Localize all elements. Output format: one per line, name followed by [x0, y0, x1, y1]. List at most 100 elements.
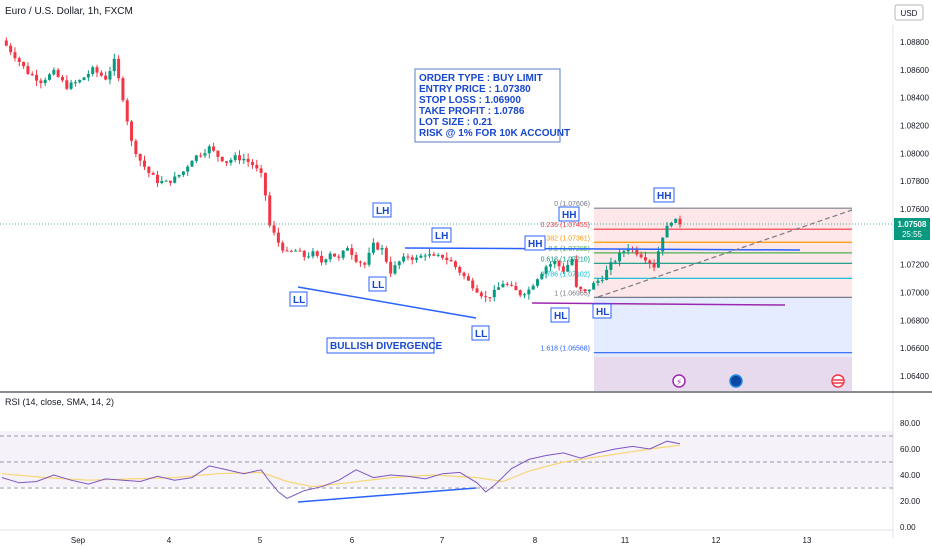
- price-tick-label: 1.07200: [900, 261, 929, 270]
- fib-level-label: 0.618 (1.07210): [541, 256, 590, 263]
- candle-body: [276, 232, 280, 243]
- candle-body: [17, 58, 21, 62]
- candle-body: [535, 279, 539, 286]
- price-tick-label: 1.08200: [900, 121, 929, 130]
- candle-body: [289, 250, 293, 252]
- candle-body: [73, 82, 77, 84]
- candle-body: [643, 257, 647, 261]
- candle-body: [397, 261, 401, 266]
- candle-body: [30, 74, 34, 76]
- order-box-text: ORDER TYPE : BUY LIMIT ENTRY PRICE : 1.0…: [419, 73, 570, 139]
- lightning-event-icon[interactable]: [672, 374, 686, 388]
- candle-body: [311, 251, 315, 257]
- candle-body: [307, 256, 311, 258]
- candle-body: [501, 283, 505, 288]
- candle-body: [147, 166, 151, 173]
- candle-body: [415, 257, 419, 260]
- candle-body: [548, 264, 552, 267]
- candle-body: [138, 153, 142, 161]
- candle-body: [445, 257, 449, 260]
- candle-body: [544, 266, 548, 274]
- price-tick-label: 1.07600: [900, 205, 929, 214]
- candle-body: [449, 259, 453, 262]
- candle-body: [294, 250, 298, 252]
- candle-body: [168, 180, 172, 183]
- rsi-band-fill: [0, 431, 893, 487]
- candle-body: [531, 285, 535, 290]
- event-marker-icon[interactable]: [729, 374, 743, 388]
- rsi-tick-label: 60.00: [900, 445, 921, 454]
- time-tick-label: 6: [350, 536, 355, 545]
- candle-body: [121, 78, 125, 101]
- candle-body: [315, 251, 319, 256]
- candle-body: [95, 67, 99, 73]
- candle-body: [112, 58, 116, 72]
- us-flag-event-icon[interactable]: [831, 374, 845, 388]
- candle-body: [151, 172, 155, 175]
- candle-body: [440, 254, 444, 258]
- candle-body: [393, 265, 397, 274]
- candle-body: [453, 261, 457, 267]
- order-line-stop: STOP LOSS : 1.06900: [419, 95, 521, 106]
- rsi-tick-label: 20.00: [900, 497, 921, 506]
- time-tick-label: 4: [167, 536, 172, 545]
- candle-body: [324, 259, 328, 263]
- candle-body: [592, 282, 596, 290]
- structure-labels: LL LL LH LH LL HH HH HL HL HH: [289, 187, 675, 341]
- current-price-value: 1.07508: [898, 220, 927, 229]
- candle-body: [596, 280, 600, 283]
- candle-body: [389, 261, 393, 274]
- candle-body: [527, 289, 531, 295]
- candle-body: [639, 254, 643, 258]
- candle-body: [566, 264, 570, 272]
- fib-level-label: 1.618 (1.06568): [541, 346, 590, 353]
- chart-title: Euro / U.S. Dollar, 1h, FXCM: [5, 6, 133, 17]
- candle-body: [186, 166, 190, 172]
- candle-body: [35, 75, 39, 81]
- candle-body: [579, 286, 583, 290]
- candle-body: [471, 280, 475, 289]
- lightning-glyph-icon: ⚡: [676, 378, 682, 388]
- candle-body: [428, 254, 432, 256]
- order-line-entry: ENTRY PRICE : 1.07380: [419, 84, 531, 95]
- candle-body: [302, 250, 306, 257]
- candle-body: [82, 77, 86, 81]
- currency-label: USD: [901, 9, 918, 18]
- candle-body: [246, 158, 250, 162]
- candle-body: [272, 225, 276, 233]
- rsi-bands: [0, 435, 893, 489]
- candle-body: [674, 218, 678, 223]
- candle-body: [367, 252, 371, 265]
- candle-body: [505, 283, 509, 285]
- candle-body: [108, 71, 112, 80]
- fib-level-label: 0.382 (1.07361): [541, 235, 590, 242]
- label-lh-1: LH: [376, 206, 389, 217]
- order-line-tp: TAKE PROFIT : 1.0786: [419, 106, 525, 117]
- time-tick-label: 7: [440, 536, 445, 545]
- candle-body: [618, 252, 622, 262]
- candle-body: [143, 160, 147, 167]
- rsi-ma-line: [1, 444, 681, 488]
- candle-body: [39, 80, 43, 84]
- candle-body: [69, 82, 73, 89]
- candle-body: [656, 251, 660, 268]
- candle-body: [320, 255, 324, 263]
- label-hh-3: HH: [657, 191, 671, 202]
- candle-body: [281, 242, 285, 251]
- candle-body: [328, 253, 332, 260]
- candle-body: [341, 250, 345, 258]
- candle-body: [220, 156, 224, 162]
- candle-body: [600, 279, 604, 281]
- currency-badge[interactable]: [894, 4, 924, 21]
- time-tick-label: 8: [533, 536, 538, 545]
- candle-body: [553, 260, 557, 265]
- candle-group: [4, 37, 682, 303]
- candle-body: [518, 290, 522, 296]
- order-box: [414, 68, 561, 143]
- candle-body: [514, 285, 518, 291]
- candle-body: [350, 248, 354, 255]
- candle-body: [561, 266, 565, 272]
- candle-body: [13, 52, 17, 59]
- label-ll-1: LL: [293, 295, 305, 306]
- candle-body: [678, 218, 682, 225]
